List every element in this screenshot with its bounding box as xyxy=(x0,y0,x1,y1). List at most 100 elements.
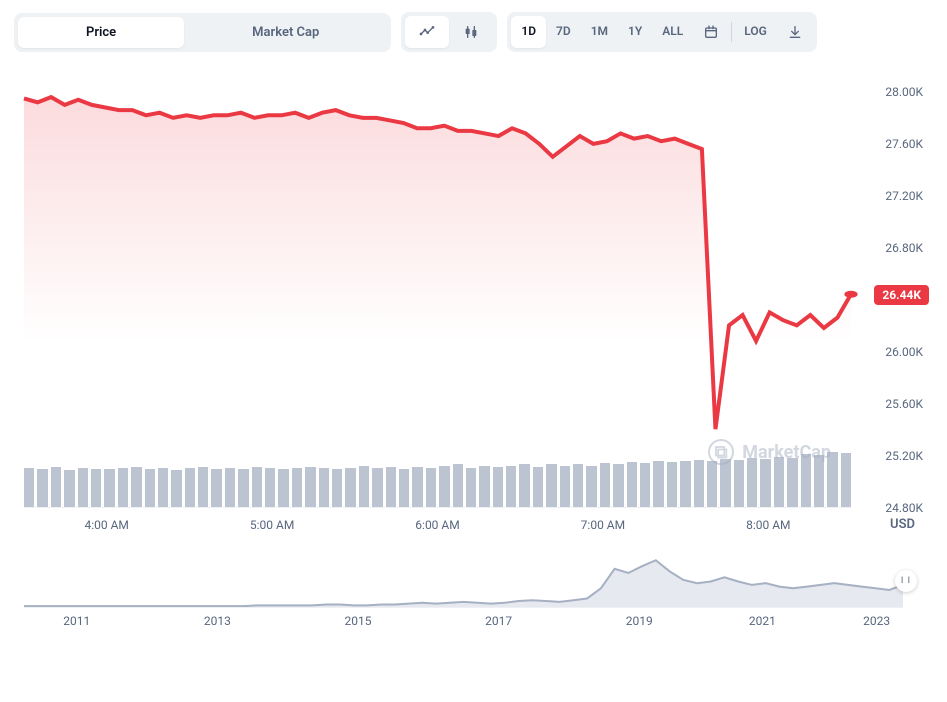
volume-bar xyxy=(185,468,195,507)
scale-log[interactable]: LOG xyxy=(734,16,777,48)
range-slider-handle[interactable]: I I xyxy=(895,570,917,592)
range-tab-1d[interactable]: 1D xyxy=(511,16,546,48)
volume-bar xyxy=(292,468,302,507)
y-tick: 25.20K xyxy=(885,449,923,463)
x-tick: 7:00 AM xyxy=(581,518,625,532)
volume-bar xyxy=(252,467,262,507)
volume-bar xyxy=(667,462,677,507)
range-x-tick: 2021 xyxy=(749,614,776,628)
volume-bar xyxy=(319,468,329,507)
current-price-badge: 26.44K xyxy=(874,285,929,305)
volume-bar xyxy=(104,469,114,507)
download-icon[interactable] xyxy=(777,16,813,48)
line-chart-icon[interactable] xyxy=(405,16,449,48)
volume-bar xyxy=(613,464,623,507)
volume-bar xyxy=(720,459,730,507)
range-tab-1m[interactable]: 1M xyxy=(581,16,618,48)
volume-bar xyxy=(640,463,650,507)
volume-bar xyxy=(694,460,704,507)
volume-bar xyxy=(345,468,355,507)
range-slider-x-axis: 2011 2013 2015 2017 2019 2021 2023 xyxy=(24,612,903,634)
volume-bar xyxy=(787,458,797,507)
volume-bar xyxy=(211,469,221,507)
x-axis: 4:00 AM 5:00 AM 6:00 AM 7:00 AM 8:00 AM xyxy=(24,512,851,538)
range-tab-all[interactable]: ALL xyxy=(652,16,693,48)
volume-bar xyxy=(265,468,275,507)
volume-bar xyxy=(827,452,837,507)
volume-bar xyxy=(399,469,409,507)
volume-bar xyxy=(627,462,637,507)
volume-bar xyxy=(332,469,342,507)
range-tab-1y[interactable]: 1Y xyxy=(618,16,652,48)
volume-bar xyxy=(560,466,570,507)
volume-bar xyxy=(426,468,436,507)
volume-bar xyxy=(479,466,489,507)
volume-bar xyxy=(493,467,503,507)
volume-bar xyxy=(238,469,248,507)
y-tick: 27.20K xyxy=(885,189,923,203)
metric-tab-price[interactable]: Price xyxy=(18,17,184,48)
plot-area[interactable]: ⧉ MarketCap xyxy=(24,66,851,508)
volume-bar xyxy=(278,469,288,507)
range-x-tick: 2019 xyxy=(626,614,653,628)
range-x-tick: 2017 xyxy=(485,614,512,628)
metric-toggle: PriceMarket Cap xyxy=(14,13,391,52)
volume-bar xyxy=(158,468,168,507)
range-slider[interactable]: I I 2011 2013 2015 2017 2019 2021 2023 xyxy=(14,556,933,634)
x-tick: 4:00 AM xyxy=(84,518,128,532)
y-axis-unit: USD xyxy=(890,517,915,532)
candlestick-icon[interactable] xyxy=(449,16,493,48)
volume-bar xyxy=(506,466,516,507)
volume-bar xyxy=(734,460,744,507)
volume-bar xyxy=(118,468,128,507)
volume-bar xyxy=(573,464,583,507)
volume-bar xyxy=(801,454,811,507)
volume-bar xyxy=(24,468,34,507)
range-x-tick: 2011 xyxy=(63,614,90,628)
volume-bar xyxy=(305,467,315,507)
chart-type-toggle xyxy=(401,12,497,52)
volume-bar xyxy=(680,461,690,507)
toolbar: PriceMarket Cap 1D7D1M1YALL LOG xyxy=(14,12,933,52)
volume-bar xyxy=(359,466,369,507)
volume-bar xyxy=(586,466,596,507)
range-tab-7d[interactable]: 7D xyxy=(546,16,581,48)
volume-bar xyxy=(466,468,476,507)
volume-bar xyxy=(760,459,770,507)
y-tick: 24.80K xyxy=(885,501,923,515)
volume-bar xyxy=(546,464,556,507)
range-x-tick: 2013 xyxy=(204,614,231,628)
range-slider-plot[interactable] xyxy=(24,556,903,608)
volume-bar xyxy=(145,469,155,507)
volume-bar xyxy=(747,458,757,507)
volume-bar xyxy=(653,461,663,507)
volume-bar xyxy=(519,464,529,507)
range-x-tick: 2015 xyxy=(345,614,372,628)
range-x-tick: 2023 xyxy=(863,614,890,628)
volume-bar xyxy=(707,461,717,507)
volume-bar xyxy=(814,455,824,507)
x-tick: 6:00 AM xyxy=(415,518,459,532)
volume-bar xyxy=(171,470,181,507)
volume-bar xyxy=(198,467,208,507)
metric-tab-market-cap[interactable]: Market Cap xyxy=(184,17,387,48)
calendar-icon[interactable] xyxy=(693,16,729,48)
y-tick: 27.60K xyxy=(885,137,923,151)
volume-bars xyxy=(24,451,851,507)
volume-bar xyxy=(131,467,141,507)
volume-bar xyxy=(91,469,101,507)
y-tick: 25.60K xyxy=(885,397,923,411)
volume-bar xyxy=(37,469,47,507)
volume-bar xyxy=(51,467,61,507)
volume-bar xyxy=(64,470,74,507)
volume-bar xyxy=(533,467,543,507)
volume-bar xyxy=(412,467,422,507)
x-tick: 8:00 AM xyxy=(746,518,790,532)
volume-bar xyxy=(386,467,396,507)
y-tick: 26.80K xyxy=(885,241,923,255)
y-tick: 26.00K xyxy=(885,345,923,359)
range-toggle: 1D7D1M1YALL LOG xyxy=(507,12,816,52)
volume-bar xyxy=(453,464,463,507)
x-tick: 5:00 AM xyxy=(250,518,294,532)
volume-bar xyxy=(439,466,449,507)
